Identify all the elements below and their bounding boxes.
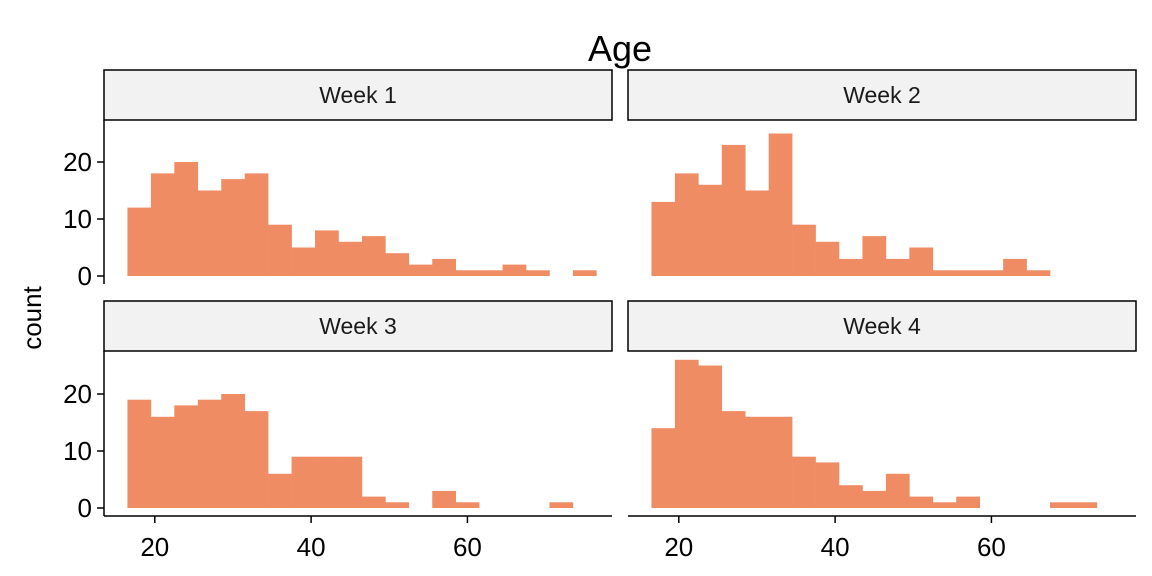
facet-strip-label: Week 2 xyxy=(843,82,921,108)
facet-strip-label: Week 1 xyxy=(319,82,397,108)
y-tick-label: 20 xyxy=(63,147,92,177)
histogram-bar xyxy=(792,224,816,276)
histogram-bar xyxy=(408,264,433,276)
histogram-bar xyxy=(197,190,222,276)
histogram-bar xyxy=(768,416,793,508)
histogram-bar xyxy=(698,365,723,508)
histogram-bar xyxy=(315,230,339,276)
y-tick-label: 20 xyxy=(63,379,92,409)
histogram-bar xyxy=(651,428,676,508)
histogram-bar xyxy=(698,184,723,276)
x-tick-label: 20 xyxy=(664,532,693,562)
histogram-bar xyxy=(361,236,386,276)
histogram-bar xyxy=(815,241,840,276)
facet-panel: Week 1 0 10 20 xyxy=(63,69,613,291)
histogram-bar xyxy=(909,247,934,276)
histogram-bar xyxy=(674,173,699,276)
histogram-bar xyxy=(1050,502,1074,508)
facet-strip xyxy=(103,300,613,352)
y-tick-label: 0 xyxy=(78,261,92,291)
histogram-bar xyxy=(315,456,339,508)
histogram-bar xyxy=(338,456,363,508)
histogram-bar xyxy=(432,490,456,508)
histogram-bar xyxy=(792,456,816,508)
histogram-bar xyxy=(268,473,292,508)
histogram-bar xyxy=(244,173,269,276)
facet-panel: Week 2 xyxy=(627,69,1137,276)
histogram-bar xyxy=(862,236,887,276)
histogram-bar xyxy=(526,270,550,276)
histogram-bar xyxy=(174,162,199,276)
histogram-bar xyxy=(721,144,746,276)
chart-title: Age xyxy=(588,28,652,69)
histogram-bar xyxy=(150,416,175,508)
histogram-bar xyxy=(745,416,769,508)
x-tick-label: 40 xyxy=(297,532,326,562)
histogram-bar xyxy=(932,502,957,508)
histogram-bar xyxy=(291,456,316,508)
histogram-bar xyxy=(268,224,292,276)
histogram-bar xyxy=(150,173,175,276)
histogram-bar xyxy=(721,411,746,508)
facet-panel: Week 3 0 10 20 20 40 60 xyxy=(63,300,613,562)
histogram-bar xyxy=(1003,258,1027,276)
histogram-bar xyxy=(1026,270,1051,276)
histogram-bar xyxy=(127,207,152,276)
histogram-bar xyxy=(815,462,840,508)
histogram-bar xyxy=(839,258,863,276)
x-tick-label: 60 xyxy=(977,532,1006,562)
y-tick-label: 10 xyxy=(63,204,92,234)
facet-strip-label: Week 4 xyxy=(843,313,921,339)
histogram-bar xyxy=(502,264,527,276)
histogram-bar xyxy=(432,258,456,276)
x-tick-label: 20 xyxy=(140,532,169,562)
histogram-bar xyxy=(221,179,245,276)
histogram-bar xyxy=(979,270,1004,276)
facet-strip xyxy=(627,69,1137,121)
histogram-bar xyxy=(455,502,480,508)
histogram-bar xyxy=(909,496,934,508)
histogram-bar xyxy=(651,201,676,276)
histogram-bar xyxy=(455,270,480,276)
y-tick-label: 10 xyxy=(63,436,92,466)
histogram-bar xyxy=(221,394,245,508)
facet-strip xyxy=(627,300,1137,352)
histogram-bar xyxy=(549,502,574,508)
x-tick-label: 40 xyxy=(821,532,850,562)
histogram-bar xyxy=(361,496,386,508)
facet-strip xyxy=(103,69,613,121)
histogram-bar xyxy=(174,405,199,508)
histogram-bar xyxy=(1073,502,1098,508)
histogram-bar xyxy=(862,490,887,508)
histogram-bar xyxy=(745,190,769,276)
facet-strip-label: Week 3 xyxy=(319,313,397,339)
histogram-bar xyxy=(885,473,910,508)
histogram-bar xyxy=(291,247,316,276)
histogram-bar xyxy=(338,241,363,276)
histogram-bar xyxy=(956,270,980,276)
histogram-bar xyxy=(385,502,410,508)
facet-panel: Week 4 20 40 60 xyxy=(627,300,1137,562)
histogram-bar xyxy=(674,359,699,508)
y-axis-label: count xyxy=(17,285,47,349)
histogram-bar xyxy=(932,270,957,276)
histogram-bar xyxy=(885,258,910,276)
histogram-bar xyxy=(956,496,980,508)
histogram-bar xyxy=(385,253,410,276)
histogram-bar xyxy=(479,270,503,276)
histogram-bar xyxy=(127,399,152,508)
histogram-bar xyxy=(572,270,597,276)
x-tick-label: 60 xyxy=(453,532,482,562)
histogram-bar xyxy=(768,133,793,276)
histogram-bar xyxy=(244,411,269,508)
histogram-bar xyxy=(197,399,222,508)
histogram-bar xyxy=(839,485,863,508)
y-tick-label: 0 xyxy=(78,493,92,523)
